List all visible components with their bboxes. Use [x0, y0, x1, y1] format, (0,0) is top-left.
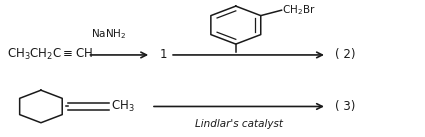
- Text: CH$_3$CH$_2$C$\equiv$CH: CH$_3$CH$_2$C$\equiv$CH: [7, 47, 93, 62]
- Text: 1: 1: [159, 48, 167, 61]
- Text: CH$_3$: CH$_3$: [111, 99, 135, 114]
- Text: Lindlar's catalyst: Lindlar's catalyst: [195, 119, 283, 129]
- Text: ( 2): ( 2): [335, 48, 356, 61]
- Text: NaNH$_2$: NaNH$_2$: [91, 28, 126, 42]
- Text: CH$_2$Br: CH$_2$Br: [282, 3, 316, 17]
- Text: ( 3): ( 3): [335, 100, 356, 113]
